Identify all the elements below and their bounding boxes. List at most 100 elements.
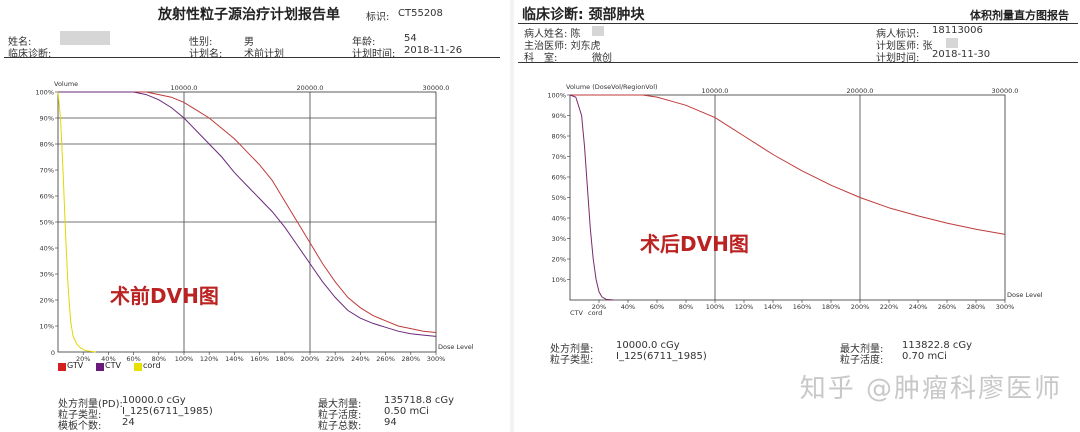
left-xtick-label: 100% bbox=[175, 355, 194, 363]
left-id-label: 标识: bbox=[366, 12, 390, 23]
left-xtick-label: 80% bbox=[152, 355, 166, 363]
left-ytick-label: 30% bbox=[40, 271, 54, 279]
left-x-axis-label: Dose Level bbox=[438, 343, 474, 351]
left-top-tick-label: 10000.0 bbox=[171, 84, 198, 92]
left-xtick-label: 180% bbox=[276, 355, 295, 363]
left-plan-label: 计划名: bbox=[189, 49, 223, 60]
legend-ctv-label: CTV bbox=[105, 361, 121, 370]
right-xtick-label: 260% bbox=[938, 303, 957, 311]
right-plot-frame bbox=[569, 94, 1006, 301]
left-sex-label: 性别: bbox=[189, 37, 213, 48]
left-series-cord bbox=[57, 91, 96, 353]
left-header-rule bbox=[4, 57, 500, 58]
right-ytick-label: 90% bbox=[552, 112, 566, 120]
panel-divider bbox=[510, 0, 514, 432]
right-x-axis-label: Dose Level bbox=[1007, 291, 1043, 299]
right-ytick-label: 50% bbox=[552, 194, 566, 202]
left-template-label: 模板个数: bbox=[58, 421, 102, 432]
right-ytick-label: 40% bbox=[552, 215, 566, 223]
right-ytick-label: 60% bbox=[552, 174, 566, 182]
left-annotation: 术前DVH图 bbox=[110, 284, 219, 308]
legend-gtv-swatch bbox=[58, 363, 66, 371]
left-ytick-label: 10% bbox=[40, 323, 54, 331]
left-xtick-label: 240% bbox=[351, 355, 370, 363]
left-activity-value: 0.50 mCi bbox=[384, 406, 429, 417]
right-rx-value: 10000.0 cGy bbox=[616, 340, 680, 351]
right-ytick-label: 30% bbox=[552, 235, 566, 243]
left-report-panel: 放射性粒子源治疗计划报告单 标识: CT55208 姓名: 临床诊断: 性别: … bbox=[0, 0, 510, 432]
right-xtick-label: 240% bbox=[909, 303, 928, 311]
redacted-planner bbox=[946, 38, 958, 48]
left-ytick-label: 40% bbox=[40, 245, 54, 253]
left-xtick-label: 120% bbox=[200, 355, 219, 363]
right-planner-label: 计划医师: 张 bbox=[876, 41, 933, 52]
right-cord-curve-label: cord bbox=[588, 309, 602, 317]
right-diagnosis-title: 临床诊断: 颈部肿块 bbox=[522, 7, 645, 23]
right-xtick-label: 40% bbox=[621, 303, 635, 311]
right-max-value: 113822.8 cGy bbox=[902, 340, 973, 351]
right-patient-label: 病人姓名: 陈 bbox=[524, 29, 581, 40]
right-header-rule-bottom bbox=[518, 62, 1078, 63]
left-diag-label: 临床诊断: bbox=[8, 49, 52, 60]
right-rx-label: 处方剂量: bbox=[550, 344, 594, 355]
left-total-label: 粒子总数: bbox=[318, 421, 362, 432]
left-xtick-label: 300% bbox=[427, 355, 446, 363]
left-ytick-label: 80% bbox=[40, 141, 54, 149]
left-activity-label: 粒子活度: bbox=[318, 410, 362, 421]
legend-ctv-swatch bbox=[96, 363, 104, 371]
left-xtick-label: 20% bbox=[76, 355, 90, 363]
left-time-label: 计划时间: bbox=[352, 49, 396, 60]
right-activity-value: 0.70 mCi bbox=[902, 351, 947, 362]
left-xtick-label: 200% bbox=[301, 355, 320, 363]
right-chart bbox=[567, 94, 1006, 303]
left-chart bbox=[55, 91, 437, 355]
left-ytick-label: 70% bbox=[40, 167, 54, 175]
legend-cord-swatch bbox=[134, 363, 142, 371]
right-pid-label: 病人标识: bbox=[876, 29, 920, 40]
right-top-tick-label: 20000.0 bbox=[847, 87, 874, 95]
right-report-title: 体积剂量直方图报告 bbox=[970, 9, 1069, 22]
right-dept-label: 科 室: bbox=[524, 53, 558, 64]
left-xtick-label: 220% bbox=[326, 355, 345, 363]
redacted-patient bbox=[592, 26, 604, 36]
left-age-value: 54 bbox=[404, 33, 417, 44]
right-time-value: 2018-11-30 bbox=[932, 49, 991, 60]
right-ytick-label: 20% bbox=[552, 256, 566, 264]
right-xtick-label: 180% bbox=[822, 303, 841, 311]
left-top-tick-label: 20000.0 bbox=[297, 84, 324, 92]
right-series-ctv bbox=[570, 94, 1006, 235]
left-seed-label: 粒子类型: bbox=[58, 410, 102, 421]
left-ytick-label: 20% bbox=[40, 297, 54, 305]
left-age-label: 年龄: bbox=[352, 37, 376, 48]
right-xtick-label: 80% bbox=[679, 303, 693, 311]
left-ytick-label: 50% bbox=[40, 219, 54, 227]
left-template-value: 24 bbox=[122, 417, 135, 428]
left-top-tick-label: 30000.0 bbox=[423, 84, 450, 92]
left-pd-label: 处方剂量(PD): bbox=[58, 399, 123, 410]
right-xtick-label: 20% bbox=[592, 303, 606, 311]
right-xtick-label: 160% bbox=[793, 303, 812, 311]
left-total-value: 94 bbox=[384, 417, 397, 428]
right-xtick-label: 280% bbox=[967, 303, 986, 311]
right-xtick-label: 140% bbox=[764, 303, 783, 311]
right-xtick-label: 100% bbox=[706, 303, 725, 311]
right-report-panel: 临床诊断: 颈部肿块 体积剂量直方图报告 病人姓名: 陈 主治医师: 刘东虎 科… bbox=[514, 0, 1080, 432]
right-series-cord bbox=[569, 94, 614, 301]
left-xtick-label: 260% bbox=[376, 355, 395, 363]
right-seed-value: I_125(6711_1985) bbox=[616, 351, 707, 362]
right-doctor-label: 主治医师: 刘东虎 bbox=[524, 41, 601, 52]
redacted-name bbox=[60, 31, 110, 45]
left-ytick-label: 90% bbox=[40, 115, 54, 123]
right-xtick-label: 220% bbox=[880, 303, 899, 311]
left-xtick-label: 40% bbox=[101, 355, 115, 363]
right-annotation: 术后DVH图 bbox=[640, 232, 749, 256]
left-time-value: 2018-11-26 bbox=[404, 45, 463, 56]
right-ytick-label: 10% bbox=[552, 276, 566, 284]
left-max-value: 135718.8 cGy bbox=[384, 395, 455, 406]
right-ytick-label: 70% bbox=[552, 153, 566, 161]
left-plan-value: 术前计划 bbox=[244, 49, 284, 60]
right-xtick-label: 120% bbox=[735, 303, 754, 311]
left-ytick-label: 60% bbox=[40, 193, 54, 201]
right-seed-label: 粒子类型: bbox=[550, 355, 594, 366]
